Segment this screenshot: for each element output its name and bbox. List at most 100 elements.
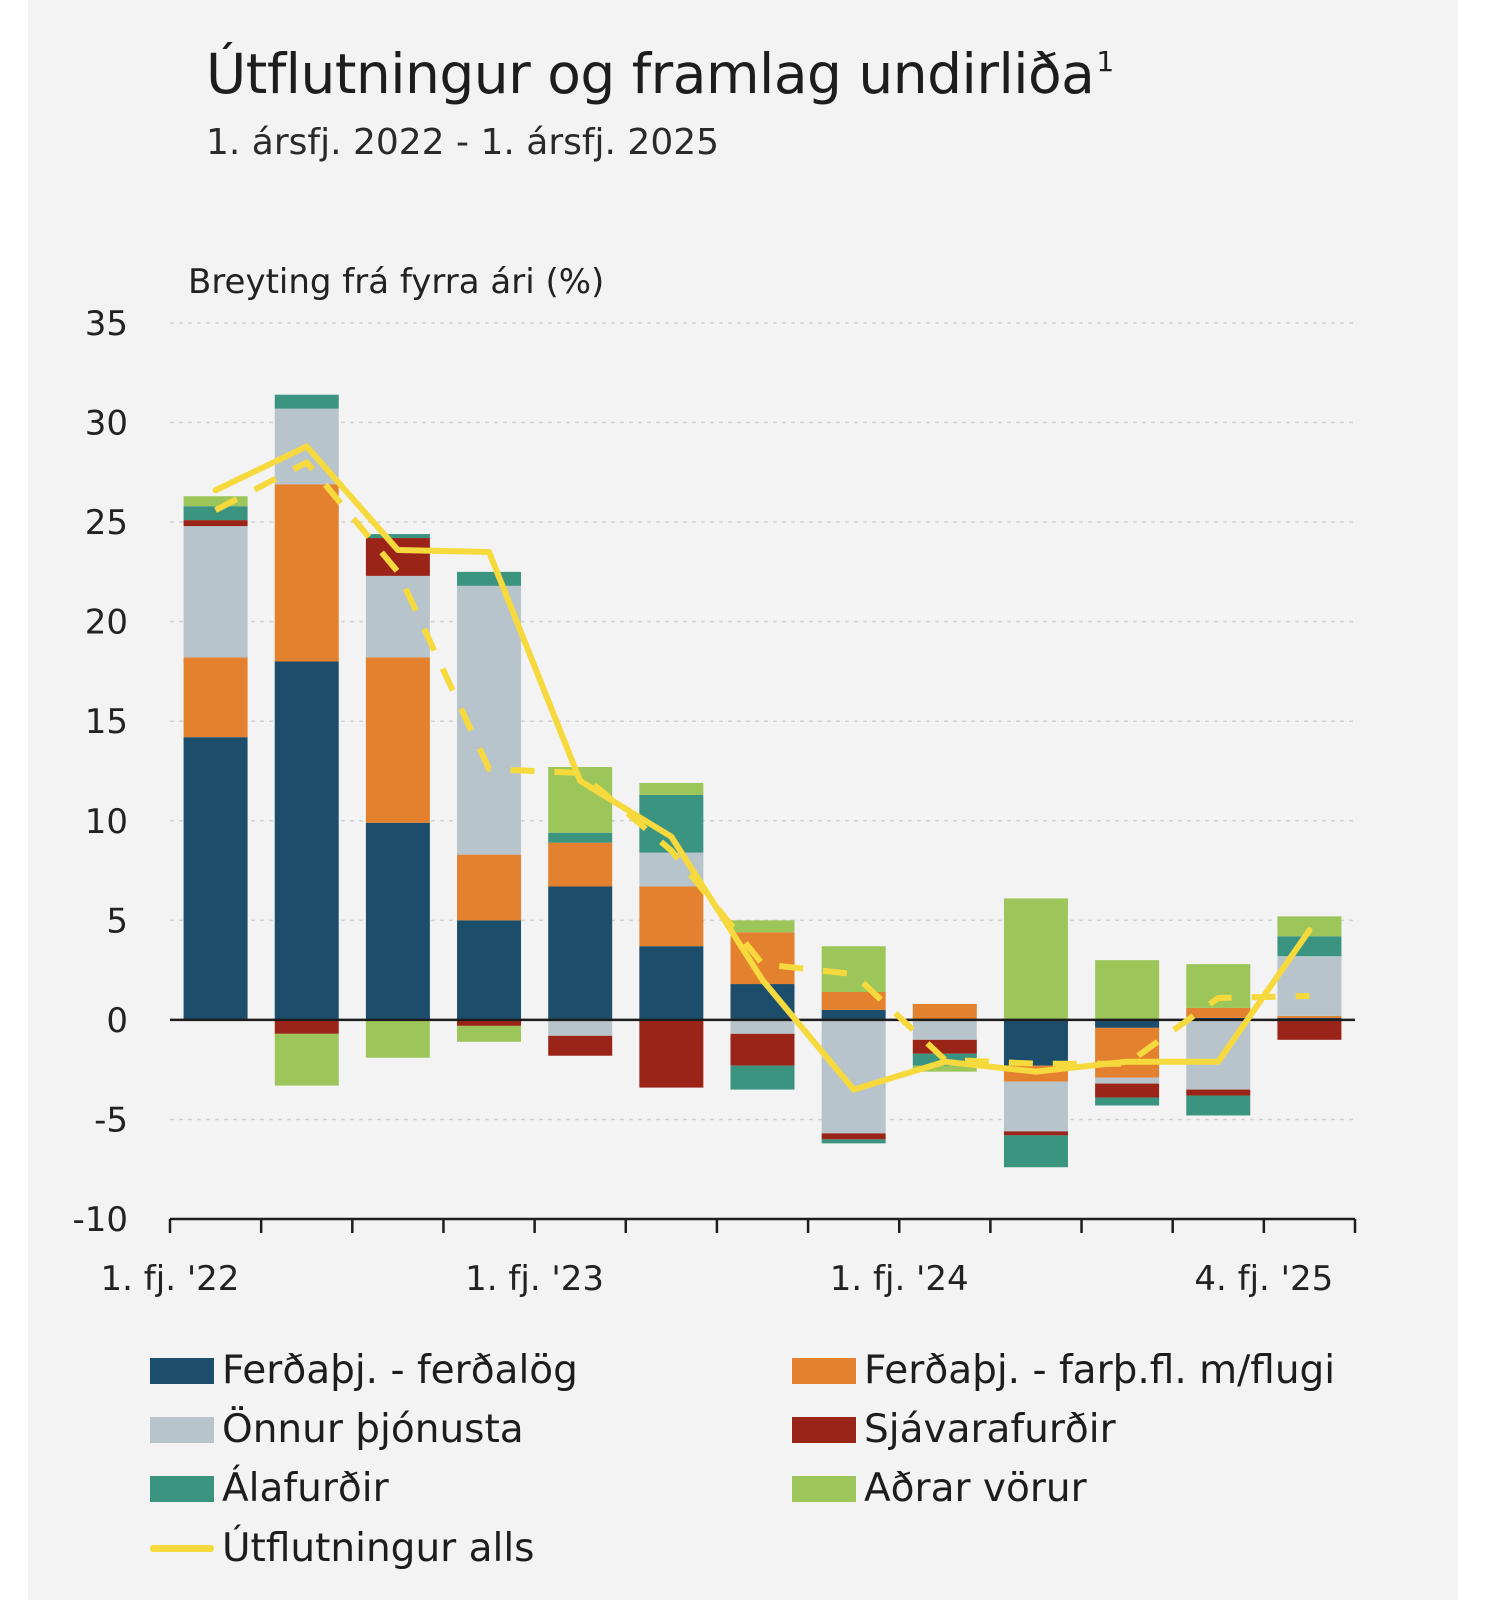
bar-segment <box>365 534 430 539</box>
bar-segment <box>730 1019 795 1034</box>
bar-segment <box>1095 1027 1160 1078</box>
legend-swatch-sjavarafurdir <box>792 1416 856 1443</box>
bar-segment <box>1186 1095 1251 1116</box>
y-tick-label: 5 <box>106 901 128 941</box>
bar-segment <box>274 394 339 409</box>
legend-label-sjavarafurdir: Sjávarafurðir <box>864 1407 1116 1452</box>
bar-segment <box>457 1019 522 1026</box>
bar-segment <box>730 1033 795 1066</box>
bar-segment <box>457 571 522 586</box>
legend-swatch-adrar-vorur <box>792 1475 856 1502</box>
legend-swatch-alafurdir <box>150 1475 214 1502</box>
bar-segment <box>365 575 430 658</box>
bar-segment <box>821 1133 886 1140</box>
bar-segment <box>183 506 248 521</box>
bar-segment <box>365 538 430 576</box>
bar-segment <box>365 822 430 1020</box>
legend-item-sjavarafurdir: Sjávarafurðir <box>792 1407 1116 1452</box>
bar-segment <box>1186 1007 1251 1018</box>
x-tick-label: 1. fj. '24 <box>830 1259 969 1299</box>
bar-segment <box>457 920 522 1020</box>
x-tick-label: 4. fj. '25 <box>1194 1259 1333 1299</box>
bar-segment <box>821 1139 886 1144</box>
y-tick-label: -5 <box>94 1100 128 1140</box>
bar-segment <box>183 520 248 527</box>
y-tick-label: -10 <box>72 1200 128 1240</box>
bar-segment <box>183 526 248 658</box>
x-tick-label: 1. fj. '23 <box>465 1259 604 1299</box>
legend-item-adrar-vorur: Aðrar vörur <box>792 1466 1087 1511</box>
bar-segment <box>1095 1077 1160 1084</box>
bar-segment <box>183 496 248 507</box>
legend-swatch-farthegaflug <box>792 1357 856 1384</box>
bar-segment <box>730 1065 795 1090</box>
bar-segment <box>365 1019 430 1058</box>
bar-segment <box>183 737 248 1020</box>
y-tick-label: 20 <box>85 603 128 643</box>
legend-label-farthegaflug: Ferðaþj. - farþ.fl. m/flugi <box>864 1348 1336 1393</box>
legend-label-adrar-vorur: Aðrar vörur <box>864 1466 1087 1511</box>
bar-segment <box>639 886 704 947</box>
legend-item-onnur-thjonusta: Önnur þjónusta <box>150 1407 524 1452</box>
legend-label-onnur-thjonusta: Önnur þjónusta <box>222 1407 524 1452</box>
bar-segment <box>639 1019 704 1088</box>
bar-segment <box>912 1019 977 1040</box>
bar-segment <box>912 1039 977 1054</box>
bar-segment <box>821 992 886 1010</box>
bar-segment <box>274 1019 339 1034</box>
bar-segment <box>274 661 339 1020</box>
chart-title: Útflutningur og framlag undirliða1 <box>206 42 1114 106</box>
bar-segment <box>548 842 613 887</box>
bar-segment <box>365 657 430 823</box>
bar-segment <box>730 920 795 933</box>
bar-segment <box>1003 898 1068 1020</box>
bar-segment <box>183 657 248 738</box>
bar-segment <box>821 1009 886 1020</box>
bar-segment <box>457 854 522 921</box>
y-tick-label: 15 <box>85 702 128 742</box>
bar-segment <box>1003 1019 1068 1066</box>
bar-segment <box>639 946 704 1020</box>
legend-swatch-ferdalog <box>150 1357 214 1384</box>
y-axis-label: Breyting frá fyrra ári (%) <box>188 262 604 302</box>
bar-segment <box>1277 1015 1342 1018</box>
bar-segment <box>1186 1089 1251 1096</box>
chart-plot: Breyting frá fyrra ári (%) 35 30 25 20 15 10 5 0… <box>72 262 1357 1299</box>
legend-item-alafurdir: Álafurðir <box>150 1466 389 1511</box>
x-tick-label: 1. fj. '22 <box>101 1259 240 1299</box>
legend-swatch-utflutningur-alls <box>150 1545 214 1552</box>
y-tick-label: 10 <box>85 802 128 842</box>
bar-segment <box>1003 1131 1068 1136</box>
bar-segment <box>548 1035 613 1056</box>
bar-segment <box>274 484 339 662</box>
bar-segment <box>1095 1083 1160 1098</box>
bar-segment <box>274 1033 339 1086</box>
legend-label-utflutningur-alls: Útflutningur alls <box>222 1526 535 1571</box>
bar-segment <box>1095 1097 1160 1106</box>
bar-segment <box>1003 1081 1068 1132</box>
bar-segment <box>1095 960 1160 1020</box>
bar-segment <box>912 1003 977 1020</box>
legend-item-ferdalog: Ferðaþj. - ferðalög <box>150 1348 578 1393</box>
chart-subtitle: 1. ársfj. 2022 - 1. ársfj. 2025 <box>206 122 720 163</box>
legend-item-utflutningur-alls: Útflutningur alls <box>150 1526 534 1571</box>
y-tick-label: 35 <box>85 304 128 344</box>
chart-panel: Útflutningur og framlag undirliða1 1. ár… <box>28 0 1458 1600</box>
bar-segment <box>548 886 613 1020</box>
bar-segment <box>1277 936 1342 957</box>
bar-segment <box>821 1019 886 1134</box>
bar-segment <box>548 1019 613 1036</box>
bar-segment <box>639 782 704 795</box>
bar-segment <box>1003 1135 1068 1168</box>
bar-segment <box>548 832 613 843</box>
bar-segment <box>912 1065 977 1072</box>
total-series-line <box>212 443 1313 1093</box>
y-tick-label: 0 <box>106 1001 128 1041</box>
y-tick-label: 30 <box>85 404 128 444</box>
legend-label-ferdalog: Ferðaþj. - ferðalög <box>222 1348 578 1393</box>
y-tick-label: 25 <box>85 503 128 543</box>
bar-segment <box>1095 1019 1160 1028</box>
bar-segment <box>730 984 795 1020</box>
legend-item-farthegaflug: Ferðaþj. - farþ.fl. m/flugi <box>792 1348 1335 1393</box>
legend-swatch-onnur-thjonusta <box>150 1416 214 1443</box>
